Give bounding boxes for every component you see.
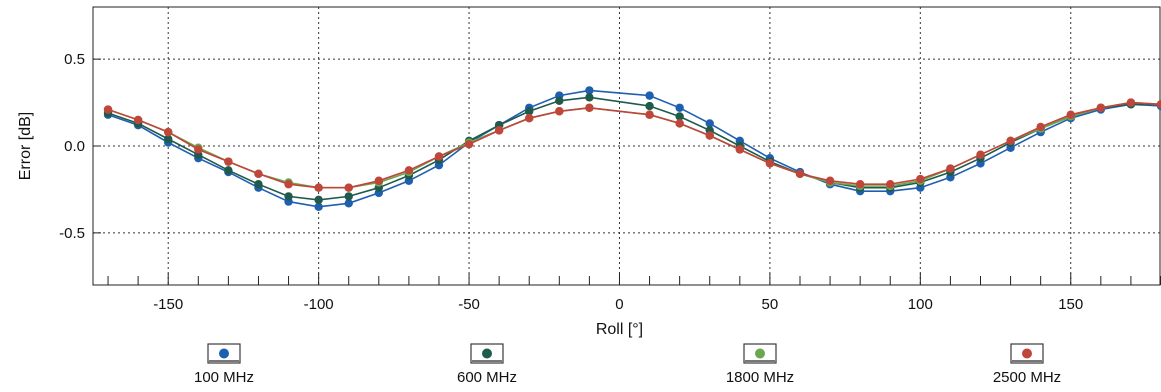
data-point xyxy=(705,131,714,140)
y-tick-label: 0.5 xyxy=(64,51,85,68)
data-point xyxy=(585,93,594,102)
data-point xyxy=(224,157,233,166)
legend-marker xyxy=(219,348,229,359)
data-point xyxy=(314,202,323,212)
data-point xyxy=(1126,98,1136,107)
data-point xyxy=(404,166,414,175)
series-3 xyxy=(103,98,1161,192)
data-point xyxy=(585,86,594,95)
legend-marker xyxy=(1022,348,1032,359)
data-point xyxy=(133,115,143,125)
data-point xyxy=(886,180,895,189)
data-point xyxy=(164,134,173,144)
data-point xyxy=(675,119,684,128)
x-tick-label: 50 xyxy=(762,296,779,313)
data-point xyxy=(916,174,925,184)
data-point xyxy=(344,199,353,208)
data-point xyxy=(164,127,173,137)
data-point xyxy=(705,119,714,128)
data-point xyxy=(494,126,504,135)
x-tick-label: -50 xyxy=(458,296,480,313)
data-point xyxy=(224,166,233,175)
data-point xyxy=(525,114,534,123)
data-point xyxy=(344,192,353,201)
x-tick-label: 0 xyxy=(615,296,623,313)
data-point xyxy=(765,159,775,168)
data-point xyxy=(645,91,654,100)
data-point xyxy=(585,103,594,112)
y-axis-title: Error [dB] xyxy=(17,112,34,180)
x-axis-ticks: -150 -100 -50 0 50 100 150 xyxy=(107,273,1161,313)
data-point xyxy=(1036,122,1045,132)
y-axis-ticks: -0.5 0.0 0.5 xyxy=(59,51,101,242)
data-point xyxy=(314,195,323,205)
data-point xyxy=(645,110,654,119)
data-point xyxy=(555,96,564,106)
data-point xyxy=(645,101,654,111)
legend: 100 MHz 600 MHz 1800 MHz 2500 MHz xyxy=(194,343,1061,386)
data-point xyxy=(1066,110,1075,119)
series-line xyxy=(107,101,1161,189)
data-point xyxy=(374,176,384,185)
legend-label: 1800 MHz xyxy=(726,369,794,386)
data-point xyxy=(735,145,745,154)
data-point xyxy=(194,145,203,154)
data-point xyxy=(434,152,444,161)
data-point xyxy=(1096,103,1106,112)
x-tick-label: 150 xyxy=(1058,296,1083,313)
x-tick-label: -150 xyxy=(153,296,183,313)
y-tick-label: -0.5 xyxy=(59,225,85,242)
data-point xyxy=(525,107,534,116)
data-point xyxy=(344,183,353,192)
legend-item: 100 MHz xyxy=(194,343,254,386)
data-point xyxy=(1156,100,1161,109)
data-point xyxy=(675,112,684,121)
legend-item: 1800 MHz xyxy=(726,343,794,386)
data-point xyxy=(555,107,564,116)
data-point xyxy=(825,176,835,185)
data-point xyxy=(103,105,113,114)
gridlines xyxy=(93,7,1161,285)
legend-item: 2500 MHz xyxy=(993,343,1061,386)
y-tick-label: 0.0 xyxy=(64,138,85,155)
x-tick-label: -100 xyxy=(304,296,334,313)
series-group xyxy=(103,86,1161,212)
series-0 xyxy=(103,86,1161,212)
legend-label: 100 MHz xyxy=(194,369,254,386)
legend-marker xyxy=(482,348,492,359)
data-point xyxy=(976,150,985,159)
data-point xyxy=(284,180,293,189)
legend-label: 600 MHz xyxy=(457,369,517,386)
data-point xyxy=(254,169,263,178)
data-point xyxy=(795,169,805,178)
x-tick-label: 100 xyxy=(908,296,933,313)
data-point xyxy=(675,103,684,112)
data-point xyxy=(464,140,474,149)
data-point xyxy=(314,183,323,192)
legend-item: 600 MHz xyxy=(457,343,517,386)
series-line xyxy=(107,89,1161,208)
data-point xyxy=(855,180,865,189)
data-point xyxy=(284,192,293,201)
legend-label: 2500 MHz xyxy=(993,369,1061,386)
x-axis-title: Roll [°] xyxy=(596,321,643,338)
data-point xyxy=(1006,136,1015,145)
data-point xyxy=(946,164,955,173)
legend-marker xyxy=(755,348,765,359)
data-point xyxy=(254,180,263,189)
